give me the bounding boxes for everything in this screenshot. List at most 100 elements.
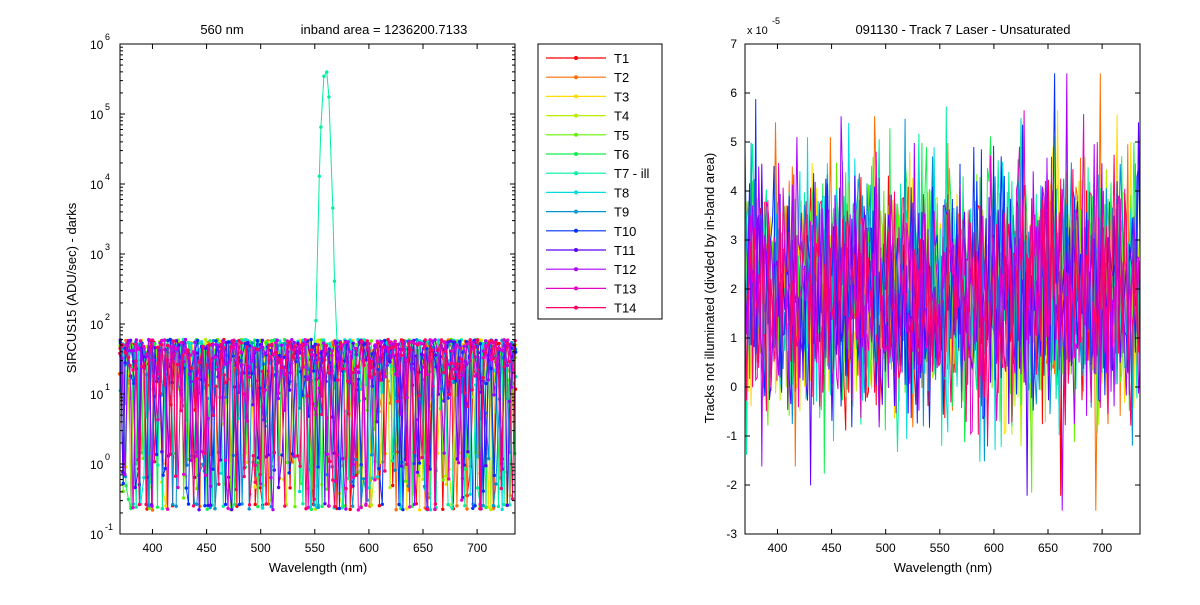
left-data-point [191,350,196,354]
left-y-tick-base: 10 [90,248,104,262]
left-data-point [373,478,377,482]
left-data-point [226,377,230,381]
left-data-point [389,340,393,344]
left-data-point [322,74,326,79]
left-x-tick-label: 650 [413,541,433,555]
left-x-tick-label: 700 [467,541,487,555]
legend-label: T7 - ill [614,166,650,181]
left-data-point [160,507,165,511]
left-data-point [234,487,238,492]
left-data-point [305,377,310,381]
left-data-point [208,366,212,370]
left-data-point [155,452,159,457]
right-x-ticks: 400 450 500 550 600 650 700 [767,44,1112,555]
left-data-point [197,508,201,512]
left-data-point [140,451,144,455]
left-data-point [489,507,493,512]
legend-box [537,43,663,320]
left-data-point [344,409,348,414]
left-data-point [314,318,318,323]
legend-label: T3 [614,89,629,104]
left-data-point [481,489,485,493]
left-data-point [316,343,320,347]
left-data-point [193,340,197,344]
left-data-point [356,337,360,342]
left-data-point [511,368,515,372]
left-data-point [494,360,498,364]
left-data-point [128,363,132,367]
left-data-point [449,361,453,366]
left-data-point [223,381,227,385]
left-data-point [428,508,433,512]
left-x-tick-label: 450 [197,541,217,555]
left-data-point [502,338,506,342]
left-data-point [436,348,440,352]
left-data-point [331,478,335,482]
left-data-point [175,362,180,367]
left-data-point [246,340,250,345]
left-data-point [473,504,477,508]
left-data-point [489,366,493,371]
left-data-point [415,343,420,347]
left-data-point [213,355,217,359]
left-data-point [186,502,191,506]
left-data-point [420,342,424,346]
left-data-point [453,340,457,344]
right-chart: 400 450 500 550 600 650 700 -3 -2 -1 0 1 2 3 4 5 6 7 x 1… [702,16,1141,575]
left-data-point [324,344,328,348]
left-data-point [147,504,151,508]
left-data-point [456,461,461,465]
legend-label: T4 [614,109,629,124]
left-y-tick-exponent: 2 [105,312,110,322]
left-data-point [121,481,126,486]
left-data-point [134,505,138,509]
left-data-point [160,450,164,454]
left-data-point [180,340,184,345]
left-data-point [253,338,257,342]
left-data-point [404,358,408,362]
left-data-point [494,482,498,486]
left-data-point [156,418,160,422]
left-data-point [490,338,494,343]
left-data-point [417,457,421,462]
right-x-tick-label: 400 [767,541,787,555]
left-data-point [481,503,485,508]
left-data-point [283,342,287,346]
left-data-point [389,355,393,360]
right-y-tick-label: 3 [730,233,737,247]
left-data-point [463,391,467,395]
left-data-point [333,504,337,509]
left-data-point [462,344,466,348]
left-data-point [272,450,277,455]
legend-label: T1 [614,51,629,66]
left-data-point [442,451,446,455]
left-data-point [189,341,193,346]
legend-marker [574,113,578,118]
left-data-point [126,497,131,501]
left-data-point [276,485,281,490]
left-data-point [328,342,332,346]
left-x-tick-label: 550 [305,541,325,555]
left-data-point [500,349,504,353]
left-data-point [134,359,138,363]
left-data-point [248,344,252,348]
left-data-point [287,388,292,392]
left-data-point [450,506,454,511]
legend-marker [574,286,578,291]
left-data-point [491,503,496,508]
left-data-point [131,506,135,510]
left-data-point [263,351,267,356]
left-data-point [394,508,398,512]
left-data-point [362,338,366,342]
left-data-point [356,365,360,369]
left-data-point [298,406,302,410]
left-data-point [223,502,228,507]
left-data-point [417,473,421,478]
left-data-point [155,505,160,509]
left-data-point [496,504,501,509]
left-data-point [346,476,351,480]
left-data-point [425,347,429,351]
left-data-point [351,341,355,345]
left-data-point [274,341,278,345]
